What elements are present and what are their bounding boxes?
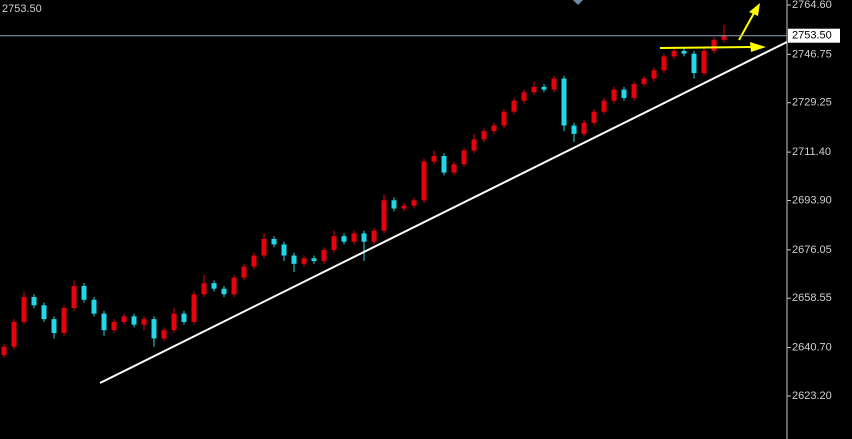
candle-body [501,111,507,126]
candle-body [121,316,127,322]
candle-body [701,50,707,74]
y-tick-label: 2764.60 [792,0,832,11]
candle-body [361,233,367,242]
candle-body [211,283,217,289]
candle-body [301,258,307,264]
candle-body [601,100,607,112]
candle-body [101,313,107,331]
candle-body [351,233,357,242]
y-tick-label: 2729.25 [792,97,832,109]
candle-body [451,164,457,173]
candle-body [271,238,277,245]
candle-body [391,200,397,209]
candle-body [241,266,247,278]
candle-body [161,330,167,339]
candle-body [471,139,477,151]
candle-body [591,111,597,123]
candle-body [371,230,377,242]
candle-body [1,346,7,356]
candle-body [531,86,537,93]
last-price-label: 2753.50 [792,30,832,42]
candle-body [251,255,257,267]
candle-body [691,53,697,74]
y-tick-label: 2658.55 [792,292,832,304]
period-marker [573,0,583,5]
last-price-box [788,28,840,43]
candle-body [61,308,67,333]
candle-body [561,78,567,126]
candle-body [281,244,287,256]
candle-body [671,50,677,57]
candle-body [191,294,197,322]
arrow-head [749,3,760,16]
candle-body [51,319,57,333]
candle-body [91,299,97,314]
candle-body [641,78,647,85]
arrow-line [659,46,753,49]
candle-body [261,238,267,256]
candle-body [341,236,347,242]
candle-body [71,285,77,309]
trendline [99,41,788,384]
candle-body [111,321,117,331]
y-tick-label: 2746.75 [792,48,832,60]
candle-body [421,161,427,201]
candle-body [221,288,227,295]
candle-body [321,249,327,262]
candle-body [631,84,637,98]
candle-body [31,297,37,306]
candle-body [41,305,47,320]
candle-body [21,297,27,322]
candle-body [621,89,627,98]
candle-body [291,255,297,264]
y-tick-label: 2623.20 [792,390,832,402]
candle-body [611,89,617,101]
candle-body [651,70,657,79]
candle-body [11,321,17,347]
candle-body [661,56,667,71]
candle-body [491,125,497,132]
candle-body [571,125,577,134]
candle-body [441,155,447,173]
plot [1,24,727,358]
candle-body [711,39,717,51]
candle-body [311,258,317,262]
candle-body [551,78,557,90]
candle-body [681,50,687,54]
candle-body [431,155,437,162]
y-tick-label: 2693.90 [792,194,832,206]
candle-body [521,92,527,101]
candle-body [401,205,407,209]
arrow-head [750,42,766,52]
candle-body [411,200,417,206]
candle-body [151,319,157,339]
candle-body [541,86,547,90]
candle-body [481,131,487,140]
candle-body [201,283,207,295]
candle-body [511,100,517,112]
candle-body [721,35,727,40]
candle-body [331,236,337,250]
y-tick-label: 2711.40 [792,146,831,158]
candle-body [171,313,177,331]
candle-body [141,319,147,325]
candle-body [231,277,237,295]
y-tick-label: 2640.70 [792,342,832,354]
y-tick-label: 2676.05 [792,244,832,256]
candle-body [131,316,137,325]
candle-body [81,285,87,300]
candle-body [581,122,587,134]
last-price-text: 2753.50 [2,3,42,15]
candle-body [461,150,467,165]
candle-body [381,200,387,231]
candle-body [181,313,187,322]
